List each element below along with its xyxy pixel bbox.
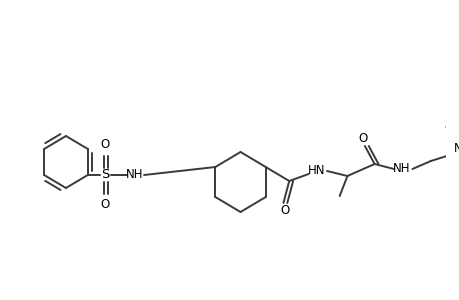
Text: O: O bbox=[280, 205, 289, 218]
Text: O: O bbox=[101, 139, 110, 152]
Text: O: O bbox=[358, 131, 367, 145]
Text: S: S bbox=[101, 169, 109, 182]
Text: N: N bbox=[453, 142, 459, 155]
Text: NH: NH bbox=[392, 163, 409, 176]
Text: O: O bbox=[101, 199, 110, 212]
Text: NH: NH bbox=[125, 169, 143, 182]
Text: HN: HN bbox=[307, 164, 325, 178]
